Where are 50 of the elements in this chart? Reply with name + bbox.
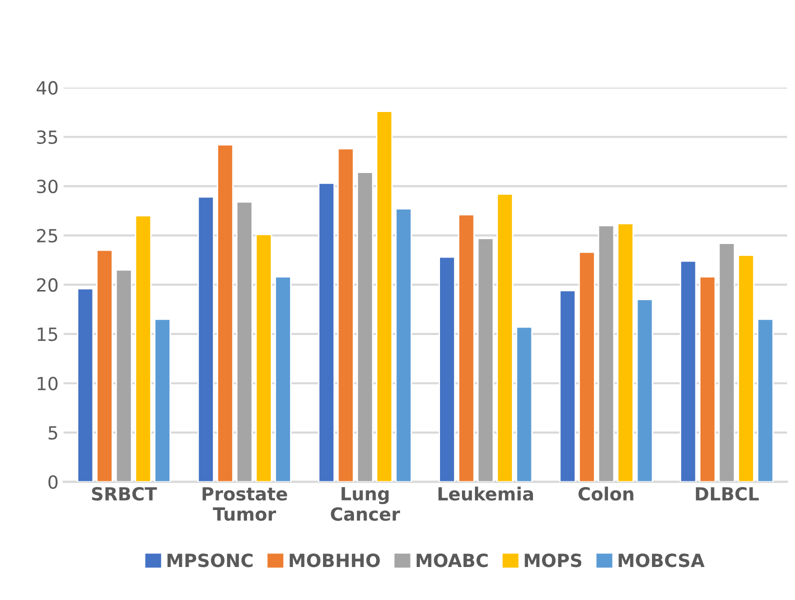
y-tick-label: 35 — [37, 130, 58, 144]
bar — [376, 110, 393, 482]
bar — [636, 298, 654, 482]
bar — [598, 224, 615, 482]
legend-label: MPSONC — [168, 554, 253, 568]
bar — [274, 276, 292, 482]
bar — [395, 208, 412, 482]
bar — [458, 214, 475, 482]
bar — [76, 288, 94, 482]
bar — [337, 148, 354, 482]
y-tick-label: 30 — [37, 180, 58, 194]
bar — [438, 256, 456, 482]
x-tick-label: Prostate Tumor — [202, 487, 288, 521]
bar — [197, 196, 214, 482]
legend-label: MOPS — [524, 554, 582, 568]
bar — [356, 172, 374, 482]
y-tick-label: 25 — [37, 228, 58, 243]
bar — [617, 222, 634, 482]
legend-label: MOBHHO — [290, 554, 380, 568]
bar — [756, 318, 774, 482]
bar — [578, 251, 596, 482]
bar — [216, 144, 234, 482]
bar — [559, 290, 576, 482]
bar — [154, 318, 171, 482]
bar — [134, 215, 152, 482]
bar — [516, 326, 533, 482]
bar — [699, 276, 716, 482]
bar — [738, 254, 754, 482]
bar — [680, 260, 697, 482]
bar — [96, 250, 114, 482]
x-tick-label: Colon — [578, 486, 634, 501]
bar — [115, 269, 132, 482]
bar — [255, 234, 272, 482]
bar — [718, 242, 736, 482]
y-tick-label: 40 — [36, 81, 58, 95]
legend-label: MOBCSA — [618, 554, 705, 568]
x-tick-label: DLBCL — [696, 486, 759, 501]
x-tick-label: Lung Cancer — [330, 487, 400, 521]
bar — [318, 182, 335, 482]
bar — [496, 193, 514, 482]
y-tick-label: 15 — [38, 328, 58, 342]
y-tick-label: 5 — [48, 426, 58, 440]
bar — [236, 201, 253, 482]
y-tick-label: 0 — [48, 475, 58, 489]
x-tick-label: SRBCT — [92, 486, 157, 501]
y-tick-label: 10 — [38, 376, 58, 390]
legend-label: MOABC — [416, 554, 488, 568]
bar — [477, 238, 494, 482]
x-tick-label: Leukemia — [438, 486, 533, 501]
y-tick-label: 20 — [37, 278, 58, 292]
